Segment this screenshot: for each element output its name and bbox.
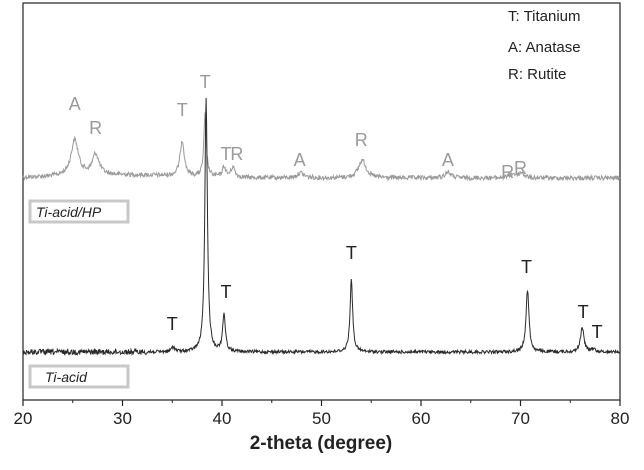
peak-label-ti-acid-hp: A bbox=[294, 150, 306, 170]
peak-label-ti-acid: T bbox=[578, 302, 589, 322]
peak-label-ti-acid: T bbox=[521, 257, 532, 277]
peak-label-ti-acid: T bbox=[346, 243, 357, 263]
series-label-ti-acid: Ti-acid bbox=[28, 364, 130, 389]
peak-label-ti-acid-hp: R bbox=[355, 130, 368, 150]
peak-label-ti-acid-hp: A bbox=[442, 150, 454, 170]
x-tick-label: 50 bbox=[312, 409, 331, 428]
x-tick-label: 80 bbox=[611, 409, 630, 428]
series-label-ti-acid-hp: Ti-acid/HP bbox=[28, 199, 130, 224]
peak-label-ti-acid-hp: T bbox=[177, 100, 188, 120]
peak-label-ti-acid: T bbox=[592, 322, 603, 342]
legend-entry-anatase: A: Anatase bbox=[508, 39, 581, 56]
series-label-ti-acid-text: Ti-acid bbox=[45, 369, 88, 385]
peak-label-ti-acid-hp: R bbox=[89, 118, 102, 138]
legend-entry-rutite: R: Rutite bbox=[508, 66, 566, 83]
series-line-ti-acid bbox=[22, 97, 621, 357]
x-axis-title: 2-theta (degree) bbox=[250, 433, 393, 454]
peak-label-ti-acid-hp: T bbox=[220, 144, 231, 164]
peak-label-ti-acid-hp: R bbox=[514, 158, 527, 178]
series-line-ti-acid-hp bbox=[22, 112, 621, 182]
x-tick-label: 40 bbox=[213, 409, 232, 428]
peak-label-ti-acid-hp: R bbox=[501, 162, 514, 182]
x-tick-label: 70 bbox=[511, 409, 530, 428]
x-tick-label: 20 bbox=[14, 409, 33, 428]
peak-label-ti-acid: T bbox=[220, 282, 231, 302]
peak-label-ti-acid-hp: R bbox=[230, 144, 243, 164]
series-label-ti-acid-hp-text: Ti-acid/HP bbox=[36, 204, 102, 220]
peak-label-ti-acid: T bbox=[167, 314, 178, 334]
x-tick-label: 30 bbox=[113, 409, 132, 428]
peak-label-ti-acid-hp: A bbox=[69, 94, 81, 114]
legend-entry-titanium: T: Titanium bbox=[508, 8, 581, 25]
legend: T: Titanium A: Anatase R: Rutite bbox=[508, 8, 581, 83]
x-tick-label: 60 bbox=[412, 409, 431, 428]
peak-label-ti-acid-hp: T bbox=[200, 72, 211, 92]
